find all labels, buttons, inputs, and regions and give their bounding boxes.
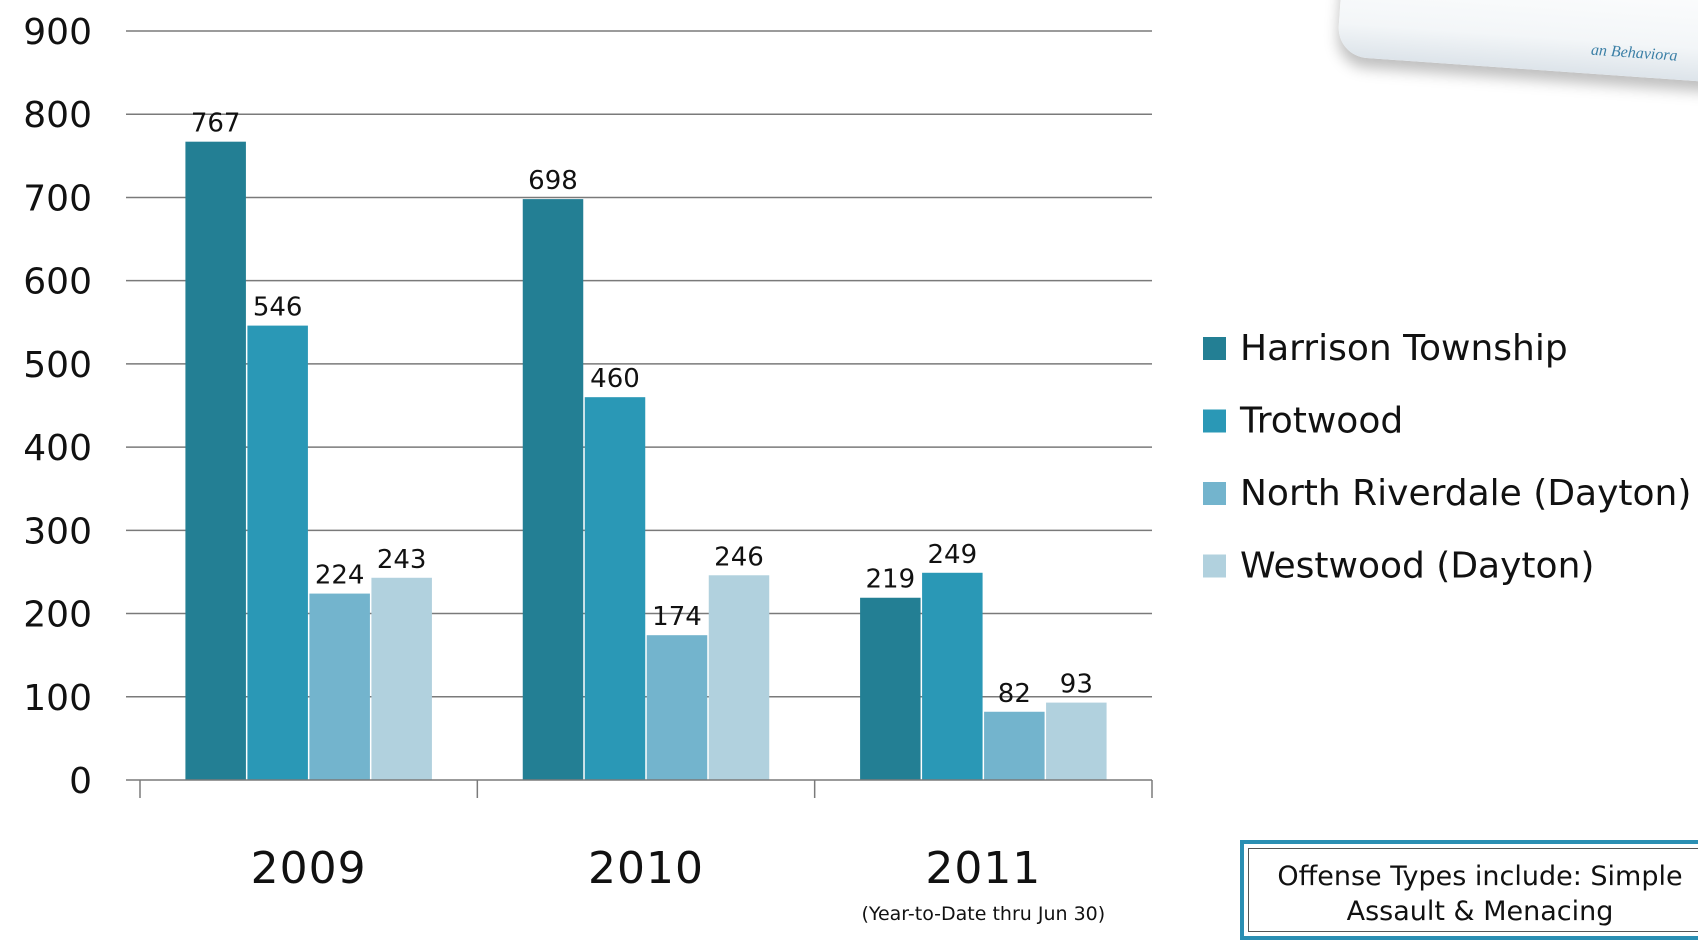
data-label: 767 — [191, 109, 241, 139]
bar — [584, 397, 646, 780]
data-label: 698 — [528, 166, 578, 196]
y-tick-label: 300 — [23, 511, 92, 552]
data-label: 174 — [652, 602, 702, 632]
data-label: 219 — [866, 565, 916, 595]
bar — [708, 575, 770, 780]
note-text: Offense Types include: Simple Assault & … — [1248, 848, 1698, 932]
bar — [522, 199, 584, 780]
x-category-label: 2011 — [925, 843, 1041, 894]
y-tick-label: 0 — [69, 761, 92, 802]
bar — [922, 572, 983, 780]
y-tick-label: 700 — [23, 178, 92, 219]
legend-swatch — [1203, 554, 1226, 578]
y-tick-label: 500 — [23, 345, 92, 386]
bar — [984, 711, 1045, 780]
x-category-label: 2009 — [251, 843, 367, 894]
data-label: 246 — [714, 542, 764, 572]
legend-label: Westwood (Dayton) — [1240, 546, 1594, 587]
data-label: 460 — [590, 364, 640, 394]
legend: Harrison Township Trotwood North Riverdale… — [1203, 328, 1691, 587]
logo-fragment-text: an Behaviora — [1590, 41, 1679, 65]
y-tick-label: 200 — [23, 595, 92, 636]
y-tick-label: 400 — [23, 428, 92, 469]
bar — [247, 325, 308, 780]
y-tick-label: 600 — [23, 262, 92, 303]
bar — [185, 141, 246, 781]
data-label: 224 — [315, 561, 365, 591]
y-tick-label: 900 — [23, 12, 92, 53]
data-label: 243 — [377, 545, 427, 575]
note-line-1: Offense Types include: Simple — [1277, 861, 1683, 892]
y-axis-ticks: 0 100 200 300 400 500 600 700 800 900 — [23, 12, 92, 802]
x-axis-categories: 2009 2010 2011 (Year-to-Date thru Jun 30) — [251, 843, 1106, 925]
data-label: 249 — [928, 540, 978, 570]
legend-label: Trotwood — [1239, 401, 1403, 442]
x-axis — [126, 779, 1153, 798]
data-label: 93 — [1060, 670, 1093, 700]
legend-swatch — [1203, 409, 1226, 433]
legend-label: Harrison Township — [1240, 328, 1568, 369]
x-category-sublabel: (Year-to-Date thru Jun 30) — [861, 903, 1105, 925]
data-labels: 767 546 224 243 698 460 174 246 219 249 82 93 — [191, 109, 1093, 709]
offense-types-note: Offense Types include: Simple Assault & … — [1240, 840, 1698, 940]
legend-swatch — [1203, 482, 1226, 505]
bar — [860, 597, 921, 780]
y-tick-label: 100 — [23, 678, 92, 719]
bar — [371, 577, 432, 780]
x-category-label: 2010 — [588, 843, 704, 894]
bars — [185, 141, 1107, 781]
y-tick-label: 800 — [23, 95, 92, 136]
data-label: 82 — [998, 679, 1031, 709]
note-line-2: Assault & Menacing — [1346, 896, 1614, 927]
bar — [309, 593, 370, 780]
bar — [1046, 702, 1107, 780]
legend-label: North Riverdale (Dayton) — [1240, 473, 1691, 514]
bar — [646, 635, 708, 780]
data-label: 546 — [253, 293, 303, 323]
legend-swatch — [1203, 337, 1226, 360]
